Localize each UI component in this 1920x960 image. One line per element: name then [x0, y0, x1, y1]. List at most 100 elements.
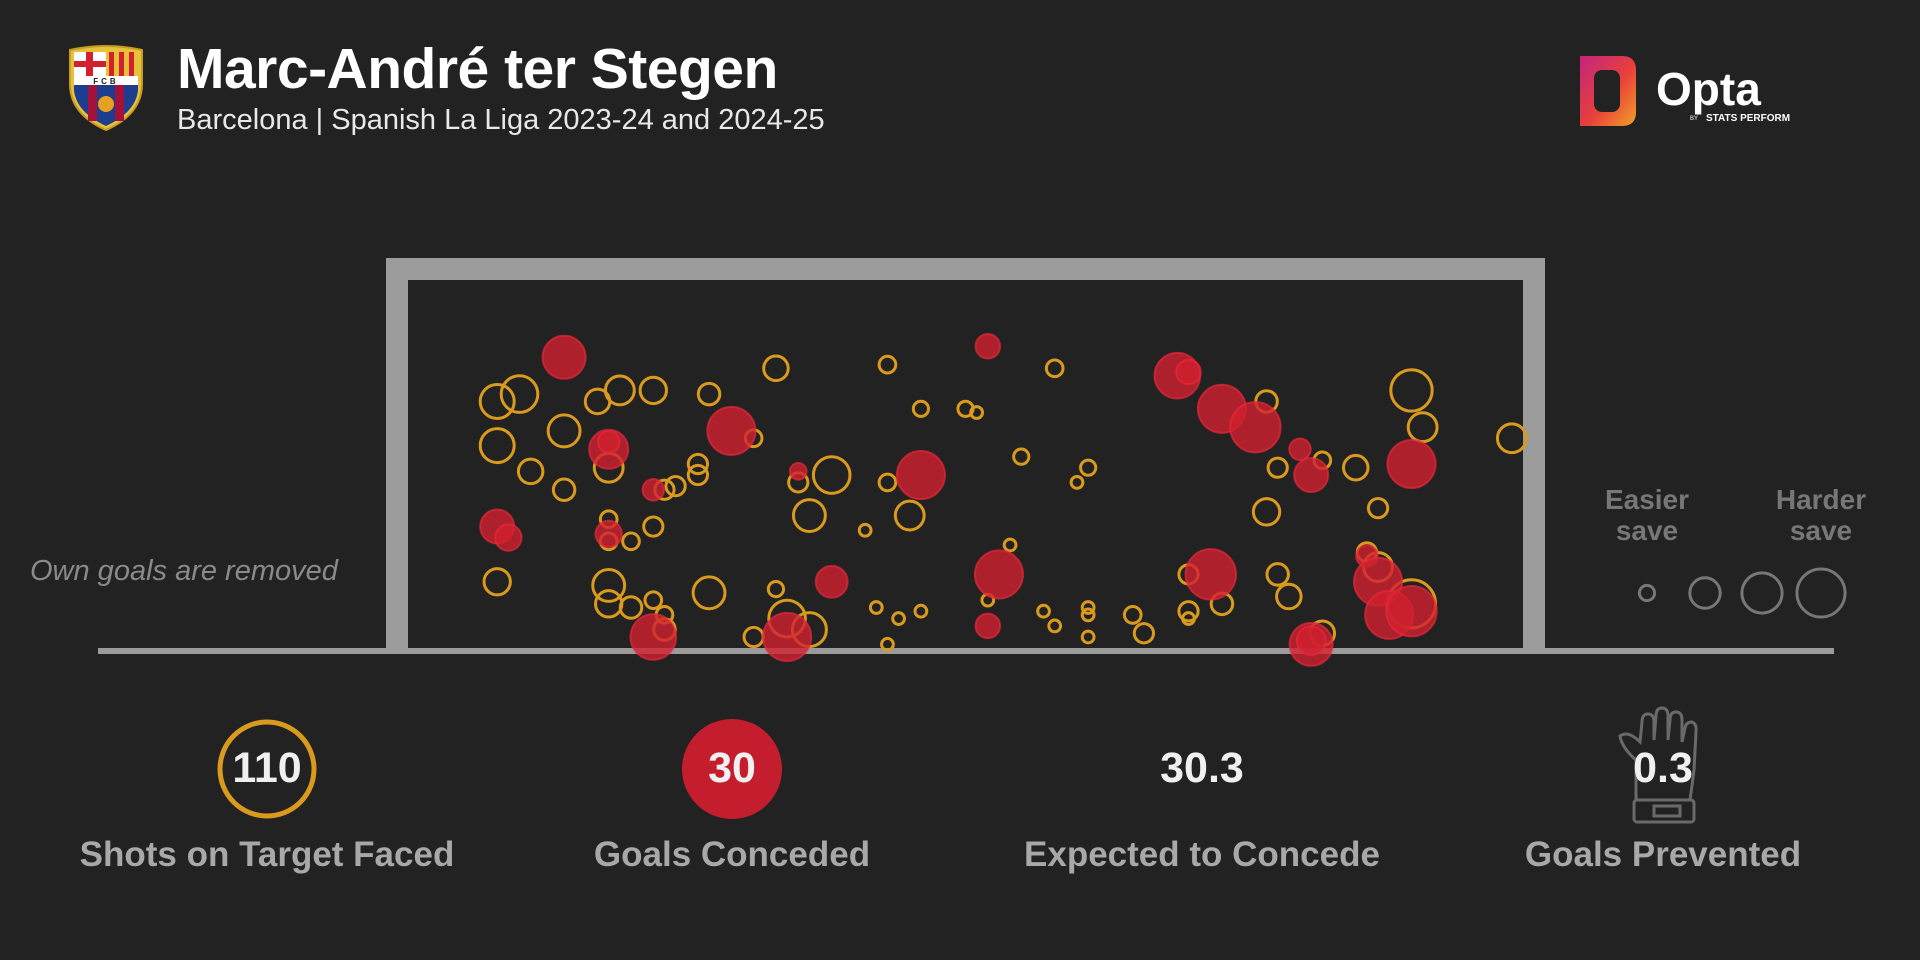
saved-shot-marker [664, 474, 687, 498]
saved-shot-marker [1002, 537, 1018, 553]
saved-shot-marker [686, 452, 710, 476]
goal-conceded-marker [494, 523, 523, 552]
saved-shot-marker [1177, 600, 1200, 623]
saved-shot-marker [880, 636, 895, 652]
saved-shot-marker [478, 427, 516, 465]
opta-wordmark: Opta [1656, 63, 1761, 115]
stat-shots-faced-label: Shots on Target Faced [79, 835, 455, 874]
saved-shot-marker [594, 589, 624, 619]
saved-shot-marker [482, 567, 512, 597]
saved-shot-marker [1389, 368, 1434, 413]
saved-shot-marker [911, 399, 931, 418]
saved-shot-marker [1495, 422, 1528, 455]
goal-conceded-marker [1184, 548, 1238, 601]
saved-shot-marker [1406, 411, 1439, 444]
saved-shot-marker [877, 472, 898, 493]
page-title: Marc-André ter Stegen [177, 37, 778, 101]
goal-conceded-marker [1293, 457, 1330, 494]
goal-conceded-marker [1288, 437, 1312, 462]
goal-conceded-marker [706, 405, 757, 456]
goal-conceded-marker [814, 564, 849, 599]
opta-logo-icon [1580, 56, 1636, 126]
ground-line [98, 648, 1834, 654]
legend-harder-line1: Harder [1775, 484, 1867, 515]
stat-expected-label: Expected to Concede [1024, 835, 1380, 874]
saved-shot-marker [643, 590, 664, 610]
saved-shot-marker [1080, 607, 1096, 623]
saved-shot-marker [516, 457, 545, 486]
legend-easier-line1: Easier [1604, 484, 1690, 515]
goal-conceded-marker [1295, 625, 1327, 657]
legend-harder-save: Harder save [1761, 484, 1881, 546]
stat-shots-faced-value: 110 [232, 744, 302, 792]
saved-shot-marker [551, 477, 577, 503]
goal-conceded-marker [629, 613, 678, 661]
saved-shot-marker [603, 374, 636, 407]
saved-shot-marker [1265, 562, 1290, 587]
saved-shot-marker [811, 455, 852, 495]
saved-shot-marker [1275, 582, 1303, 611]
goal-conceded-marker [641, 478, 666, 502]
saved-shot-marker [1080, 629, 1096, 645]
barcelona-crest-logo: FCB [69, 45, 143, 132]
goals-layer [479, 332, 1438, 667]
saved-shot-marker [1266, 456, 1289, 479]
goal-conceded-marker [762, 611, 813, 663]
goal-conceded-marker [973, 549, 1024, 600]
own-goals-note: Own goals are removed [30, 555, 338, 587]
saved-shot-marker [742, 625, 765, 649]
saved-shot-marker [499, 374, 540, 414]
goal-conceded-marker [594, 519, 623, 549]
goal-conceded-marker [596, 430, 621, 454]
goal-conceded-marker [788, 462, 808, 481]
saved-shot-marker [621, 531, 641, 552]
opta-by: BY [1690, 116, 1699, 122]
saved-shot-marker [696, 381, 722, 407]
goal-conceded-marker [895, 449, 946, 501]
saved-shot-marker [877, 354, 898, 375]
saved-shot-marker [638, 375, 668, 406]
saved-shot-marker [478, 382, 516, 420]
legend-easier-line2: save [1615, 515, 1679, 546]
stat-goals-conceded-label: Goals Conceded [593, 835, 871, 874]
saved-shot-marker [1044, 358, 1065, 379]
saved-shot-marker [1080, 600, 1096, 615]
saved-shot-marker [546, 413, 582, 449]
saved-shot-marker [1036, 603, 1051, 619]
crest-text: FCB [93, 77, 118, 86]
saved-shot-marker [1251, 497, 1282, 527]
saved-shot-marker [857, 522, 873, 538]
saved-shot-marker [1079, 458, 1098, 477]
saved-shot-marker [969, 405, 985, 420]
stat-goals-conceded-value: 30 [708, 744, 756, 792]
saved-shot-marker [1341, 453, 1370, 482]
saved-shot-marker [766, 580, 786, 599]
saved-shot-marker [691, 575, 727, 611]
goal-frame [98, 258, 1834, 654]
saved-shot-marker [1069, 475, 1085, 490]
saved-shot-marker [1132, 622, 1156, 645]
legend-size-circle [1637, 583, 1657, 603]
glove-icon [1618, 706, 1698, 824]
legend-size-circle [1740, 571, 1784, 615]
goal-conceded-marker [1385, 584, 1438, 638]
saved-shot-marker [686, 463, 710, 487]
right-post [1523, 258, 1545, 652]
legend-size-circle [1688, 576, 1722, 610]
goal-conceded-marker [541, 334, 587, 380]
legend-harder-line2: save [1789, 515, 1853, 546]
size-legend [1637, 567, 1847, 619]
saved-shot-marker [1047, 618, 1063, 634]
goal-conceded-marker [1175, 358, 1202, 386]
goal-conceded-marker [974, 612, 1002, 640]
left-post [386, 258, 408, 652]
page-subtitle: Barcelona | Spanish La Liga 2023-24 and … [177, 104, 825, 136]
shots-faced-ring [217, 719, 317, 819]
stat-expected-value: 30.3 [1160, 744, 1244, 792]
saved-shot-marker [891, 611, 906, 626]
saved-shot-marker [618, 595, 644, 620]
opta-subtext: STATS PERFORM [1706, 113, 1791, 124]
goal-conceded-marker [1229, 400, 1282, 454]
goal-conceded-marker [974, 332, 1002, 360]
